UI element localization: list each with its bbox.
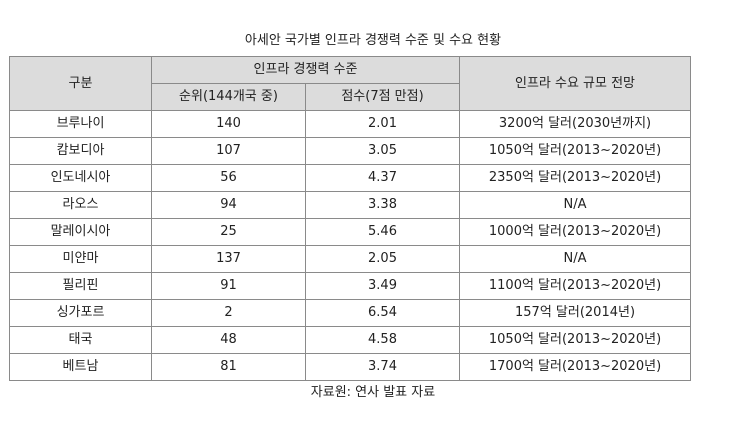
cell-score: 5.46: [304, 218, 461, 246]
cell-score: 2.05: [304, 245, 461, 273]
cell-country: 베트남: [9, 353, 152, 381]
table-row: 브루나이 140 2.01 3200억 달러(2030년까지): [9, 110, 692, 138]
cell-score: 6.54: [304, 299, 461, 327]
cell-score: 3.38: [304, 191, 461, 219]
cell-rank: 140: [151, 110, 306, 138]
cell-demand: 157억 달러(2014년): [459, 299, 692, 327]
cell-country: 라오스: [9, 191, 152, 219]
cell-country: 싱가포르: [9, 299, 152, 327]
cell-demand: 1050억 달러(2013~2020년): [459, 326, 692, 354]
table-row: 태국 48 4.58 1050억 달러(2013~2020년): [9, 326, 692, 354]
cell-rank: 81: [151, 353, 306, 381]
table-title: 아세안 국가별 인프라 경쟁력 수준 및 수요 현황: [244, 33, 502, 48]
cell-rank: 25: [151, 218, 306, 246]
cell-demand: 1050억 달러(2013~2020년): [459, 137, 692, 165]
table-row: 캄보디아 107 3.05 1050억 달러(2013~2020년): [9, 137, 692, 165]
table-subheader-row: 순위(144개국 중) 점수(7점 만점): [10, 83, 691, 111]
cell-country: 인도네시아: [9, 164, 152, 192]
cell-country: 말레이시아: [9, 218, 152, 246]
cell-demand: N/A: [459, 191, 692, 219]
cell-country: 미얀마: [9, 245, 152, 273]
cell-rank: 91: [151, 272, 306, 300]
cell-demand: 1100억 달러(2013~2020년): [459, 272, 692, 300]
header-score: 점수(7점 만점): [304, 83, 461, 111]
cell-score: 2.01: [304, 110, 461, 138]
header-demand: 인프라 수요 규모 전망: [459, 56, 692, 111]
cell-rank: 48: [151, 326, 306, 354]
cell-demand: N/A: [459, 245, 692, 273]
table-row: 미얀마 137 2.05 N/A: [9, 245, 692, 273]
cell-rank: 94: [151, 191, 306, 219]
cell-demand: 2350억 달러(2013~2020년): [459, 164, 692, 192]
cell-country: 캄보디아: [9, 137, 152, 165]
table-row: 라오스 94 3.38 N/A: [9, 191, 692, 219]
table-body: 브루나이 140 2.01 3200억 달러(2030년까지) 캄보디아 107 3.05 1…: [9, 110, 692, 381]
table-row: 싱가포르 2 6.54 157억 달러(2014년): [9, 299, 692, 327]
source-note: 자료원: 연사 발표 자료: [310, 385, 436, 400]
cell-country: 브루나이: [9, 110, 152, 138]
cell-demand: 1700억 달러(2013~2020년): [459, 353, 692, 381]
cell-country: 태국: [9, 326, 152, 354]
cell-rank: 137: [151, 245, 306, 273]
table-row: 베트남 81 3.74 1700억 달러(2013~2020년): [9, 353, 692, 381]
header-category: 구분: [9, 56, 152, 111]
table-row: 인도네시아 56 4.37 2350억 달러(2013~2020년): [9, 164, 692, 192]
cell-demand: 3200억 달러(2030년까지): [459, 110, 692, 138]
table-row: 필리핀 91 3.49 1100억 달러(2013~2020년): [9, 272, 692, 300]
table-header-row: 구분 인프라 경쟁력 수준 인프라 수요 규모 전망: [9, 56, 692, 111]
cell-country: 필리핀: [9, 272, 152, 300]
cell-score: 4.37: [304, 164, 461, 192]
cell-score: 3.05: [304, 137, 461, 165]
cell-rank: 107: [151, 137, 306, 165]
cell-score: 3.74: [304, 353, 461, 381]
cell-rank: 56: [151, 164, 306, 192]
header-competitiveness: 인프라 경쟁력 수준: [150, 56, 461, 84]
cell-score: 4.58: [304, 326, 461, 354]
cell-score: 3.49: [304, 272, 461, 300]
header-rank: 순위(144개국 중): [151, 83, 306, 111]
infrastructure-table: 구분 인프라 경쟁력 수준 인프라 수요 규모 전망 순위(144개국 중) 점…: [9, 56, 692, 381]
cell-rank: 2: [151, 299, 306, 327]
cell-demand: 1000억 달러(2013~2020년): [459, 218, 692, 246]
table-row: 말레이시아 25 5.46 1000억 달러(2013~2020년): [9, 218, 692, 246]
